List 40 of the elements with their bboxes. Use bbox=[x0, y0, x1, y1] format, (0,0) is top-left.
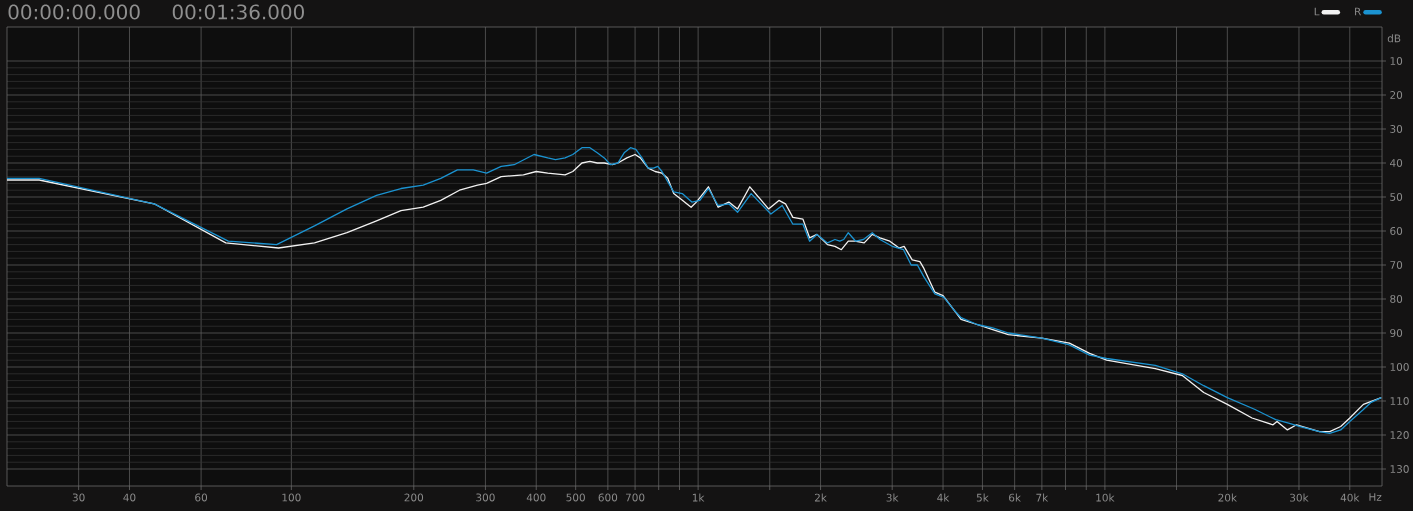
y-tick-label: 110 bbox=[1390, 397, 1409, 405]
x-tick-label: 10k bbox=[1096, 493, 1115, 502]
x-tick-label: 400 bbox=[526, 493, 546, 502]
x-tick-label: 20k bbox=[1218, 493, 1237, 502]
x-tick-label: 500 bbox=[566, 493, 585, 502]
x-tick-label: 700 bbox=[625, 493, 645, 502]
x-tick-label: 7k bbox=[1036, 493, 1049, 502]
x-tick-label: 40 bbox=[123, 493, 136, 502]
y-tick-label: 40 bbox=[1390, 159, 1403, 167]
x-tick-label: 5k bbox=[976, 493, 989, 502]
y-tick-label: 130 bbox=[1390, 465, 1409, 473]
y-tick-label: 120 bbox=[1390, 431, 1409, 439]
x-tick-label: 2k bbox=[814, 493, 827, 502]
text: 00:01:36.000 bbox=[172, 4, 304, 20]
y-tick-label: 80 bbox=[1390, 295, 1403, 303]
x-tick-label: 60 bbox=[195, 493, 208, 502]
x-tick-label: 200 bbox=[404, 493, 424, 502]
x-tick-label: 30k bbox=[1290, 493, 1309, 502]
y-tick-label: 90 bbox=[1390, 329, 1403, 337]
x-tick-label: 600 bbox=[598, 493, 618, 502]
x-tick-label: 4k bbox=[937, 493, 950, 502]
y-tick-label: 20 bbox=[1390, 91, 1403, 99]
x-tick-label: 3k bbox=[886, 493, 899, 502]
y-tick-label: 70 bbox=[1390, 261, 1403, 269]
x-axis-title: Hz bbox=[1369, 493, 1382, 501]
x-tick-label: 300 bbox=[476, 493, 495, 502]
y-tick-label: 50 bbox=[1390, 193, 1403, 201]
legend-label: L bbox=[1314, 7, 1320, 16]
y-axis-title: dB bbox=[1387, 34, 1401, 43]
x-tick-label: 40k bbox=[1340, 493, 1360, 502]
x-tick-label: 1k bbox=[692, 493, 705, 502]
x-tick-label: 6k bbox=[1009, 493, 1021, 502]
x-tick-label: 30 bbox=[72, 493, 85, 502]
legend-label: R bbox=[1355, 7, 1362, 16]
text: 00:00:00.000 bbox=[8, 4, 140, 20]
y-tick-label: 100 bbox=[1390, 363, 1409, 371]
y-tick-label: 10 bbox=[1390, 57, 1403, 65]
x-tick-label: 100 bbox=[282, 493, 301, 502]
y-tick-label: 30 bbox=[1390, 125, 1403, 133]
y-tick-label: 60 bbox=[1390, 227, 1403, 235]
